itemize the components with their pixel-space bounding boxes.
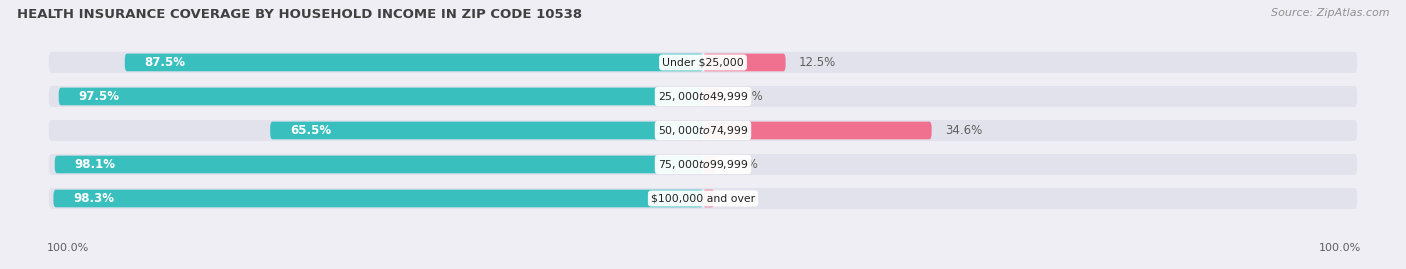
FancyBboxPatch shape [49,154,1357,175]
Text: 97.5%: 97.5% [79,90,120,103]
FancyBboxPatch shape [59,88,703,105]
FancyBboxPatch shape [49,86,1357,107]
FancyBboxPatch shape [703,54,786,71]
Text: 98.1%: 98.1% [75,158,115,171]
FancyBboxPatch shape [49,120,1357,141]
FancyBboxPatch shape [703,122,932,139]
FancyBboxPatch shape [703,88,720,105]
Text: 34.6%: 34.6% [945,124,983,137]
Text: $25,000 to $49,999: $25,000 to $49,999 [658,90,748,103]
Text: 1.9%: 1.9% [728,158,759,171]
Text: 100.0%: 100.0% [1319,243,1361,253]
FancyBboxPatch shape [55,156,703,173]
FancyBboxPatch shape [53,190,703,207]
FancyBboxPatch shape [703,156,716,173]
FancyBboxPatch shape [270,122,703,139]
Text: Under $25,000: Under $25,000 [662,58,744,68]
FancyBboxPatch shape [49,52,1357,73]
Text: 87.5%: 87.5% [145,56,186,69]
Text: 98.3%: 98.3% [73,192,114,205]
FancyBboxPatch shape [49,188,1357,209]
Text: Source: ZipAtlas.com: Source: ZipAtlas.com [1271,8,1389,18]
Text: 2.5%: 2.5% [733,90,762,103]
Text: HEALTH INSURANCE COVERAGE BY HOUSEHOLD INCOME IN ZIP CODE 10538: HEALTH INSURANCE COVERAGE BY HOUSEHOLD I… [17,8,582,21]
Text: 65.5%: 65.5% [290,124,330,137]
Text: 12.5%: 12.5% [799,56,837,69]
Text: 1.7%: 1.7% [727,192,758,205]
Text: $50,000 to $74,999: $50,000 to $74,999 [658,124,748,137]
Text: $100,000 and over: $100,000 and over [651,193,755,203]
Text: 100.0%: 100.0% [46,243,89,253]
FancyBboxPatch shape [125,54,703,71]
FancyBboxPatch shape [703,190,714,207]
Text: $75,000 to $99,999: $75,000 to $99,999 [658,158,748,171]
